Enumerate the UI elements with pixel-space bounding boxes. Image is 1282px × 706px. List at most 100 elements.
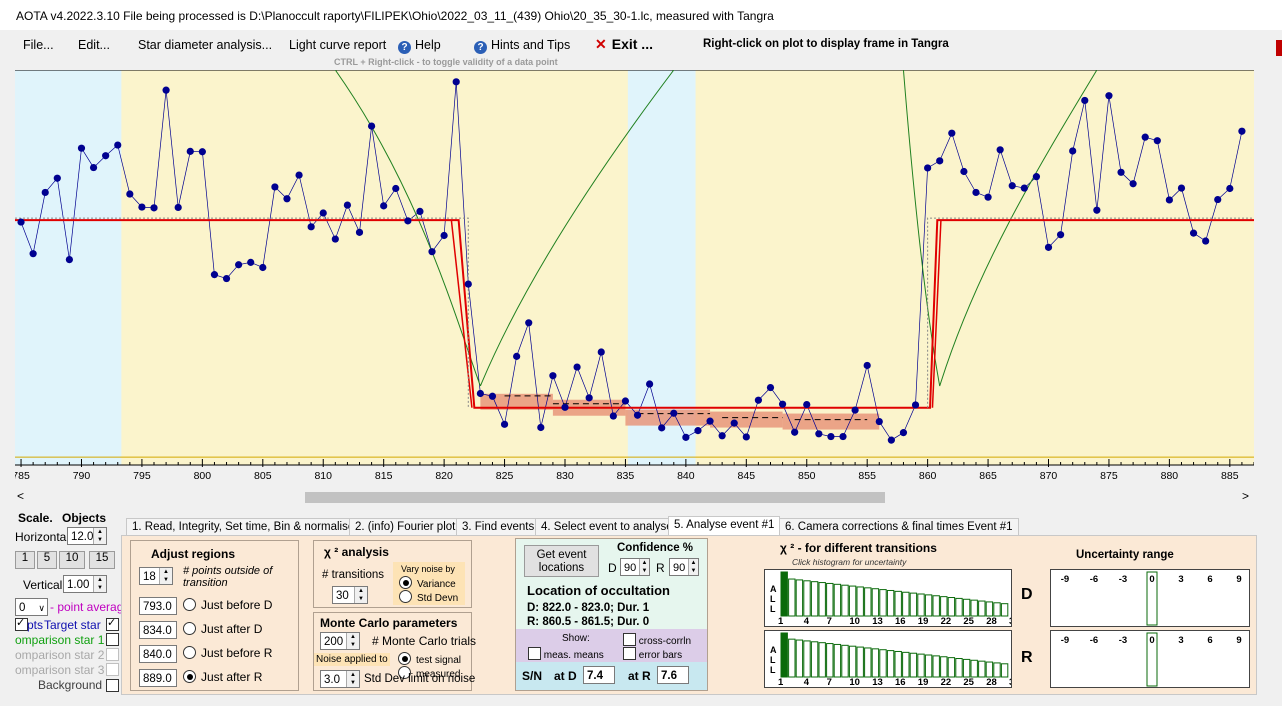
horizontal-scrollbar[interactable]: < > xyxy=(15,489,1254,506)
just-after-r-value[interactable]: 889.0 xyxy=(139,669,177,687)
just-before-d-value[interactable]: 793.0 xyxy=(139,597,177,615)
scale-label: Scale. xyxy=(18,511,53,525)
histogram-bar xyxy=(962,598,971,617)
d-histogram-svg[interactable]: ALL147101316192225283 xyxy=(765,570,1014,627)
data-point xyxy=(162,86,170,94)
histogram-bar xyxy=(932,595,940,617)
histogram-tick: 25 xyxy=(963,677,974,687)
pts-checkbox[interactable] xyxy=(15,616,28,631)
histogram-bar xyxy=(780,632,788,678)
histogram-bar xyxy=(788,638,796,678)
preset-1-button[interactable]: 1 xyxy=(15,551,35,569)
monte-carlo-title: Monte Carlo parameters xyxy=(320,616,458,630)
just-after-d-option[interactable]: Just after D xyxy=(183,622,262,636)
just-before-d-radio[interactable] xyxy=(183,598,196,611)
preset-10-button[interactable]: 10 xyxy=(59,551,85,569)
error-bars-checkbox[interactable] xyxy=(623,647,636,660)
data-point xyxy=(186,147,194,155)
sn-row: S/N at D 7.4 at R 7.6 xyxy=(516,662,707,690)
tab-fourier[interactable]: 2. (info) Fourier plot xyxy=(349,518,462,537)
comparison-star-1-checkbox[interactable] xyxy=(106,633,119,646)
histogram-bar xyxy=(803,580,811,617)
tab-camera-corrections[interactable]: 6. Camera corrections & final times Even… xyxy=(779,518,1019,537)
x-tick-label: 795 xyxy=(133,470,151,482)
just-after-d-radio[interactable] xyxy=(183,622,196,635)
chevron-left-icon[interactable]: < xyxy=(17,489,25,503)
data-point xyxy=(307,223,315,231)
vary-noise-box: Vary noise by Variance Std Devn xyxy=(393,562,465,605)
data-point xyxy=(1202,237,1210,245)
just-after-d-value[interactable]: 834.0 xyxy=(139,621,177,639)
histogram-tick: 7 xyxy=(827,677,832,687)
light-curve-plot[interactable]: 785 790 795 800 805 810 815 820 825 830 835 840 845 8… xyxy=(12,69,1255,489)
measured-radio[interactable] xyxy=(398,666,411,679)
horizontal-scale-input[interactable]: 12.0 ▲ ▼ xyxy=(67,527,107,545)
cross-corrln-checkbox[interactable] xyxy=(623,633,636,646)
chevron-right-icon[interactable]: > xyxy=(1242,489,1250,503)
menu-hints[interactable]: ? Hints and Tips xyxy=(474,38,570,54)
menu-help[interactable]: ? Help xyxy=(398,38,441,54)
meas-means-option[interactable]: meas. means xyxy=(528,647,604,661)
uncertainty-tick: -9 xyxy=(1061,574,1069,585)
menu-exit[interactable]: ✕ Exit ... xyxy=(595,36,653,53)
cross-corrln-option[interactable]: cross-corrln xyxy=(623,633,691,647)
std-devn-radio[interactable] xyxy=(399,590,412,603)
confidence-d-input[interactable]: 90 ▲ ▼ xyxy=(620,558,650,576)
just-after-r-option[interactable]: Just after R xyxy=(183,670,262,684)
confidence-r-input[interactable]: 90 ▲ ▼ xyxy=(669,558,699,576)
window-titlebar: AOTA v4.2022.3.10 File being processed i… xyxy=(0,0,1282,30)
right-click-note: Right-click on plot to display frame in … xyxy=(703,38,949,50)
measured-option[interactable]: measured xyxy=(398,666,460,680)
vertical-scale-input[interactable]: 1.00 ▲ ▼ xyxy=(63,575,107,593)
menu-light-curve-report[interactable]: Light curve report xyxy=(289,38,387,52)
data-point xyxy=(791,428,799,436)
meas-means-checkbox[interactable] xyxy=(528,647,541,660)
histogram-bar xyxy=(886,589,895,617)
light-curve-svg[interactable]: 785 790 795 800 805 810 815 820 825 830 835 840 845 8… xyxy=(12,69,1255,489)
noise-limit-input[interactable]: 3.0 ▲ ▼ xyxy=(320,670,360,688)
points-outside-input[interactable]: 18 ▲ ▼ xyxy=(139,567,173,585)
std-devn-option[interactable]: Std Devn xyxy=(399,590,458,604)
just-before-r-value[interactable]: 840.0 xyxy=(139,645,177,663)
variance-option[interactable]: Variance xyxy=(399,576,456,590)
menu-edit[interactable]: Edit... xyxy=(78,38,110,52)
error-bars-option[interactable]: error bars xyxy=(623,647,682,661)
data-point xyxy=(851,406,859,414)
data-point xyxy=(887,436,895,444)
histogram-bar xyxy=(833,643,842,678)
histogram-bar xyxy=(856,586,864,617)
noise-applied-label: Noise applied to xyxy=(314,653,390,666)
preset-5-button[interactable]: 5 xyxy=(37,551,57,569)
d-histogram[interactable]: ALL147101316192225283 xyxy=(764,569,1014,627)
data-point xyxy=(706,417,714,425)
histogram-bar xyxy=(864,587,872,617)
tab-find-events[interactable]: 3. Find events xyxy=(456,518,541,537)
menu-file[interactable]: File... xyxy=(23,38,54,52)
comparison-star-3-checkbox[interactable] xyxy=(106,663,119,676)
scrollbar-thumb[interactable] xyxy=(305,492,885,503)
uncertainty-tick: 9 xyxy=(1236,635,1241,646)
just-before-d-option[interactable]: Just before D xyxy=(183,598,272,612)
get-event-locations-button[interactable]: Get event locations xyxy=(524,545,599,577)
preset-15-button[interactable]: 15 xyxy=(89,551,115,569)
test-signal-option[interactable]: test signal xyxy=(398,652,461,666)
comparison-star-2-checkbox[interactable] xyxy=(106,648,119,661)
r-histogram-svg[interactable]: ALL147101316192225283 xyxy=(765,631,1014,688)
monte-carlo-trials-input[interactable]: 200 ▲ ▼ xyxy=(320,632,360,650)
transitions-input[interactable]: 30 ▲ ▼ xyxy=(332,586,368,604)
d-confidence-line xyxy=(450,220,473,408)
point-average-select[interactable]: 0 ∨ xyxy=(15,598,48,616)
target-star-checkbox[interactable] xyxy=(106,616,119,631)
variance-radio[interactable] xyxy=(399,576,412,589)
vary-noise-label: Vary noise by xyxy=(401,564,455,574)
data-point xyxy=(114,141,122,149)
r-histogram[interactable]: ALL147101316192225283 xyxy=(764,630,1014,688)
just-after-r-radio[interactable] xyxy=(183,670,196,683)
histogram-bar xyxy=(803,640,811,678)
just-before-r-radio[interactable] xyxy=(183,646,196,659)
test-signal-radio[interactable] xyxy=(398,652,411,665)
data-point xyxy=(259,263,267,272)
just-before-r-option[interactable]: Just before R xyxy=(183,646,272,660)
background-checkbox[interactable] xyxy=(106,679,119,692)
menu-star-diameter[interactable]: Star diameter analysis... xyxy=(138,38,273,52)
